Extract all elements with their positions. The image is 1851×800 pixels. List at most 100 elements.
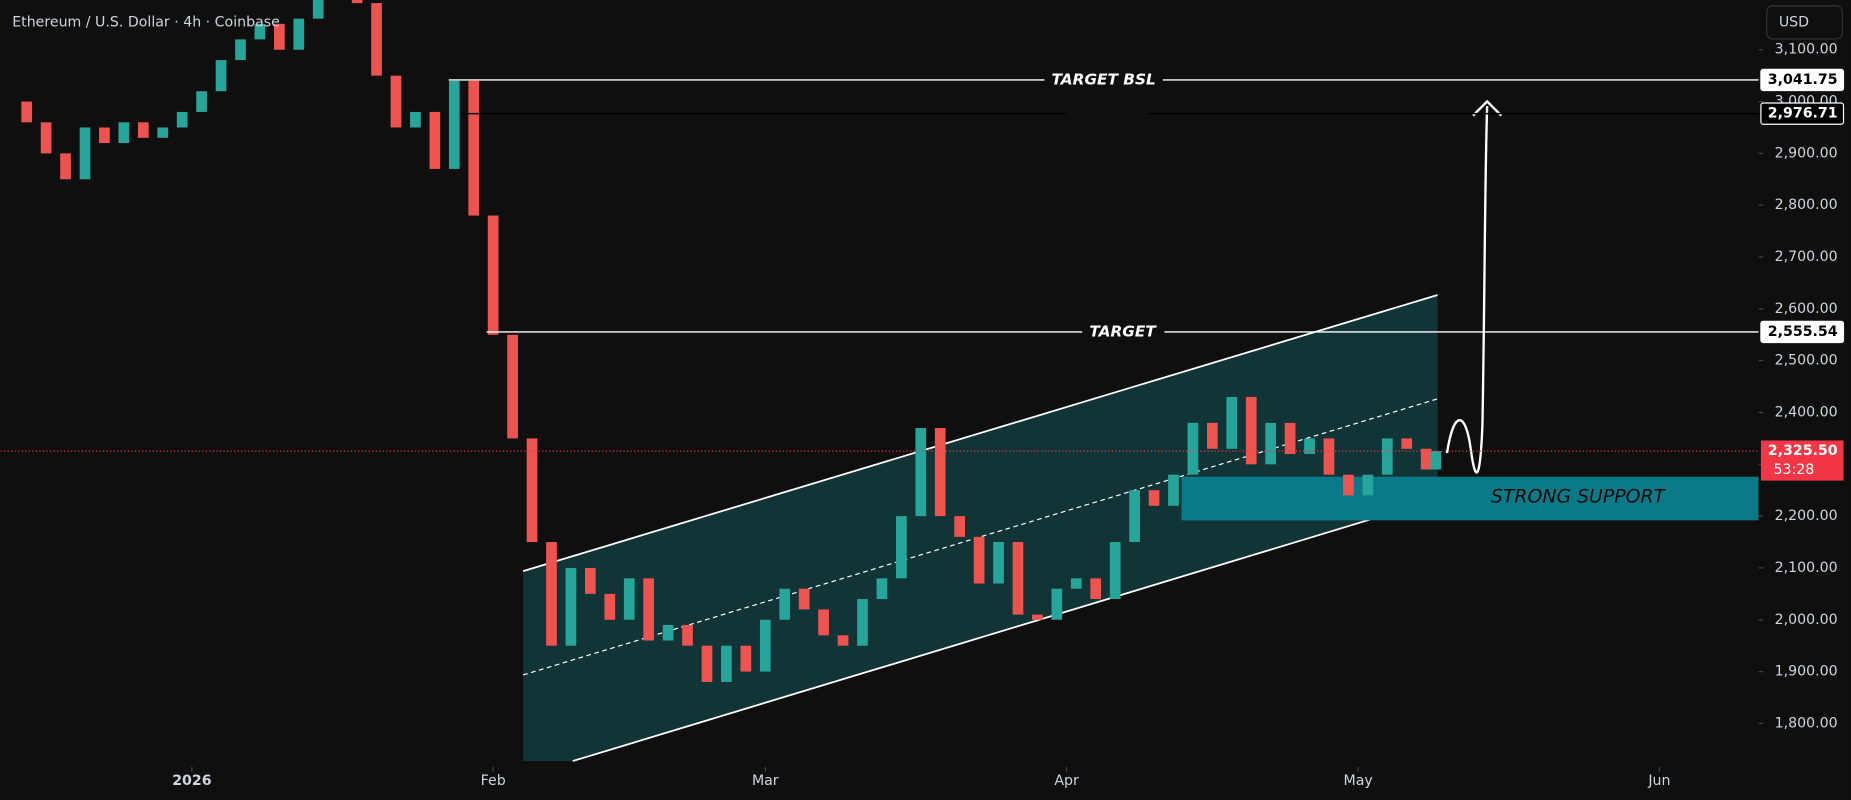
candle: [973, 536, 985, 584]
candle: [60, 153, 71, 180]
target-name: TARGET BSL: [1052, 70, 1156, 88]
candle: [351, 0, 363, 4]
candle: [526, 438, 538, 543]
target-price-box: [1760, 68, 1845, 92]
candle: [371, 3, 382, 76]
symbol-title: Ethereum / U.S. Dollar · 4h · Coinbase: [12, 14, 280, 30]
candle: [954, 516, 966, 537]
candle: [1148, 490, 1160, 506]
candle: [1129, 490, 1140, 543]
x-tick-label: May: [1344, 773, 1373, 789]
projection-arrow: [1445, 106, 1489, 474]
candle: [857, 599, 868, 646]
candle: [312, 0, 324, 19]
candle: [21, 101, 33, 123]
candle: [1051, 588, 1063, 620]
candle: [293, 18, 305, 50]
candle: [721, 645, 732, 682]
target-name: TARGET: [1073, 104, 1141, 122]
candle: [176, 111, 188, 128]
candle: [701, 645, 713, 682]
candle: [254, 23, 266, 40]
target-price-label: 2,555.54: [1768, 324, 1838, 340]
candle: [1012, 542, 1024, 615]
channel-fill: [523, 294, 1438, 762]
candle: [643, 578, 655, 641]
candle: [1304, 438, 1315, 454]
candle: [1032, 614, 1043, 620]
candle: [1265, 422, 1277, 465]
candle: [137, 122, 149, 138]
current-price-box: [1760, 440, 1844, 481]
candle: [40, 122, 52, 154]
candle: [118, 122, 130, 144]
candle: [759, 619, 771, 672]
candle: [837, 635, 849, 646]
x-tick-label: Apr: [1054, 773, 1079, 789]
currency-button[interactable]: [1766, 5, 1843, 40]
candle: [468, 80, 480, 216]
candle: [1284, 422, 1296, 454]
y-tick-label: 2,400.00: [1775, 405, 1838, 421]
currency-label[interactable]: USD: [1779, 14, 1809, 30]
target-name-bg: [1065, 104, 1148, 124]
target-name: TARGET: [1089, 322, 1157, 340]
candle: [157, 127, 169, 138]
countdown-label: 53:28: [1774, 462, 1815, 478]
candle: [79, 127, 91, 180]
y-tick-label: 2,000.00: [1775, 612, 1838, 628]
candle: [934, 428, 946, 517]
candle: [585, 567, 596, 594]
y-tick-label: 1,800.00: [1775, 715, 1838, 731]
candle: [623, 578, 635, 620]
candle: [448, 80, 460, 169]
y-tick-label: 2,200.00: [1775, 508, 1838, 524]
target-price-box: [1760, 102, 1845, 125]
current-price-label: 2,325.50: [1768, 443, 1838, 459]
candle: [390, 75, 402, 128]
price-axis: [1758, 0, 1851, 800]
candle: [1401, 438, 1413, 449]
candle: [896, 516, 907, 579]
candle: [876, 578, 888, 600]
candle: [1381, 438, 1393, 475]
candle: [410, 111, 421, 128]
candle: [99, 127, 110, 144]
target-price-label: 2,976.71: [1768, 106, 1838, 122]
candle: [235, 39, 246, 61]
candle: [1343, 474, 1354, 496]
candle: [1090, 578, 1102, 600]
candle: [740, 645, 752, 672]
x-tick-label: Jun: [1647, 773, 1670, 789]
candle: [507, 334, 518, 439]
candle: [682, 624, 693, 646]
support-zone: [1181, 476, 1759, 521]
candle: [1187, 422, 1199, 475]
y-tick-label: 3,100.00: [1775, 42, 1838, 58]
candle: [915, 428, 927, 517]
y-tick-label: 2,900.00: [1775, 145, 1838, 161]
target-name-bg: [1044, 70, 1163, 90]
candle: [1245, 396, 1257, 465]
channel-upper: [522, 294, 1438, 572]
x-tick-label: Mar: [752, 773, 779, 789]
target-name-bg: [1082, 322, 1165, 342]
support-label: STRONG SUPPORT: [1491, 485, 1667, 507]
target-price-label: 3,041.75: [1768, 72, 1838, 88]
candle: [993, 542, 1004, 584]
candle: [798, 588, 810, 610]
candle: [1226, 396, 1238, 449]
candle: [604, 593, 616, 620]
candle: [196, 91, 207, 112]
candle: [1070, 578, 1082, 589]
candle: [779, 588, 791, 620]
x-tick-label: Feb: [481, 773, 506, 789]
candle: [662, 624, 674, 641]
channel-lower: [572, 498, 1438, 762]
y-tick-label: 2,600.00: [1775, 301, 1838, 317]
candle: [1323, 438, 1335, 475]
x-tick-label: 2026: [172, 773, 212, 789]
